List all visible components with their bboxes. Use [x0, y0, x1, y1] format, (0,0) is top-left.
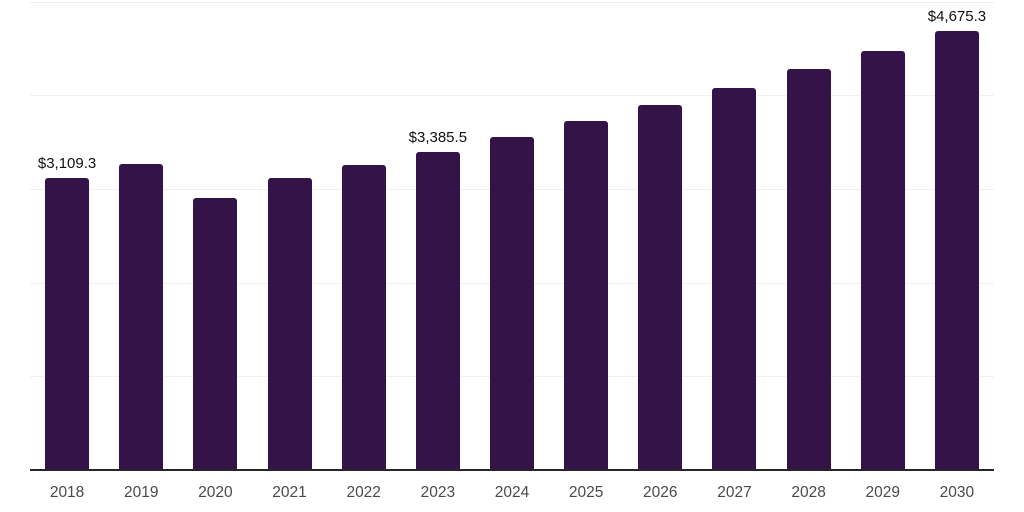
- bar-value-label-2018: $3,109.3: [37, 154, 97, 172]
- bar-2021[interactable]: [267, 177, 312, 469]
- bar-2028[interactable]: [786, 69, 831, 469]
- bar-2027[interactable]: [712, 87, 757, 469]
- bar-2029[interactable]: [860, 50, 905, 469]
- bar-2030[interactable]: [934, 30, 979, 469]
- x-tick-label-2019: 2019: [123, 484, 159, 501]
- bar-2018[interactable]: [45, 177, 90, 469]
- plot-area: $3,109.3 $3,385.5 $4,675.3: [30, 0, 994, 471]
- x-tick-label-2029: 2029: [865, 484, 901, 501]
- bar-2024[interactable]: [490, 136, 534, 469]
- x-tick-label-2028: 2028: [791, 484, 826, 501]
- x-tick-label-2024: 2024: [494, 484, 530, 501]
- bar-2020[interactable]: [193, 197, 238, 469]
- x-tick-label-2018: 2018: [49, 484, 85, 501]
- bar-2025[interactable]: [564, 121, 609, 469]
- x-axis-line: [30, 469, 994, 471]
- x-tick-label-2020: 2020: [198, 484, 233, 501]
- gridline-4000: [30, 95, 994, 97]
- bar-value-label-2030: $4,675.3: [927, 7, 987, 25]
- gridline-5000: [30, 1, 994, 3]
- bar-2022[interactable]: [341, 164, 386, 469]
- x-tick-label-2022: 2022: [346, 484, 381, 501]
- x-tick-label-2025: 2025: [568, 484, 604, 501]
- x-tick-label-2023: 2023: [420, 484, 456, 501]
- bar-2023[interactable]: [415, 151, 460, 469]
- x-tick-label-2021: 2021: [272, 484, 307, 501]
- bar-value-label-2023: $3,385.5: [408, 128, 468, 146]
- x-tick-label-2027: 2027: [717, 484, 752, 501]
- x-tick-label-2026: 2026: [643, 484, 678, 501]
- bar-2019[interactable]: [119, 164, 164, 469]
- x-tick-label-2030: 2030: [939, 484, 975, 501]
- bar-2026[interactable]: [638, 104, 683, 469]
